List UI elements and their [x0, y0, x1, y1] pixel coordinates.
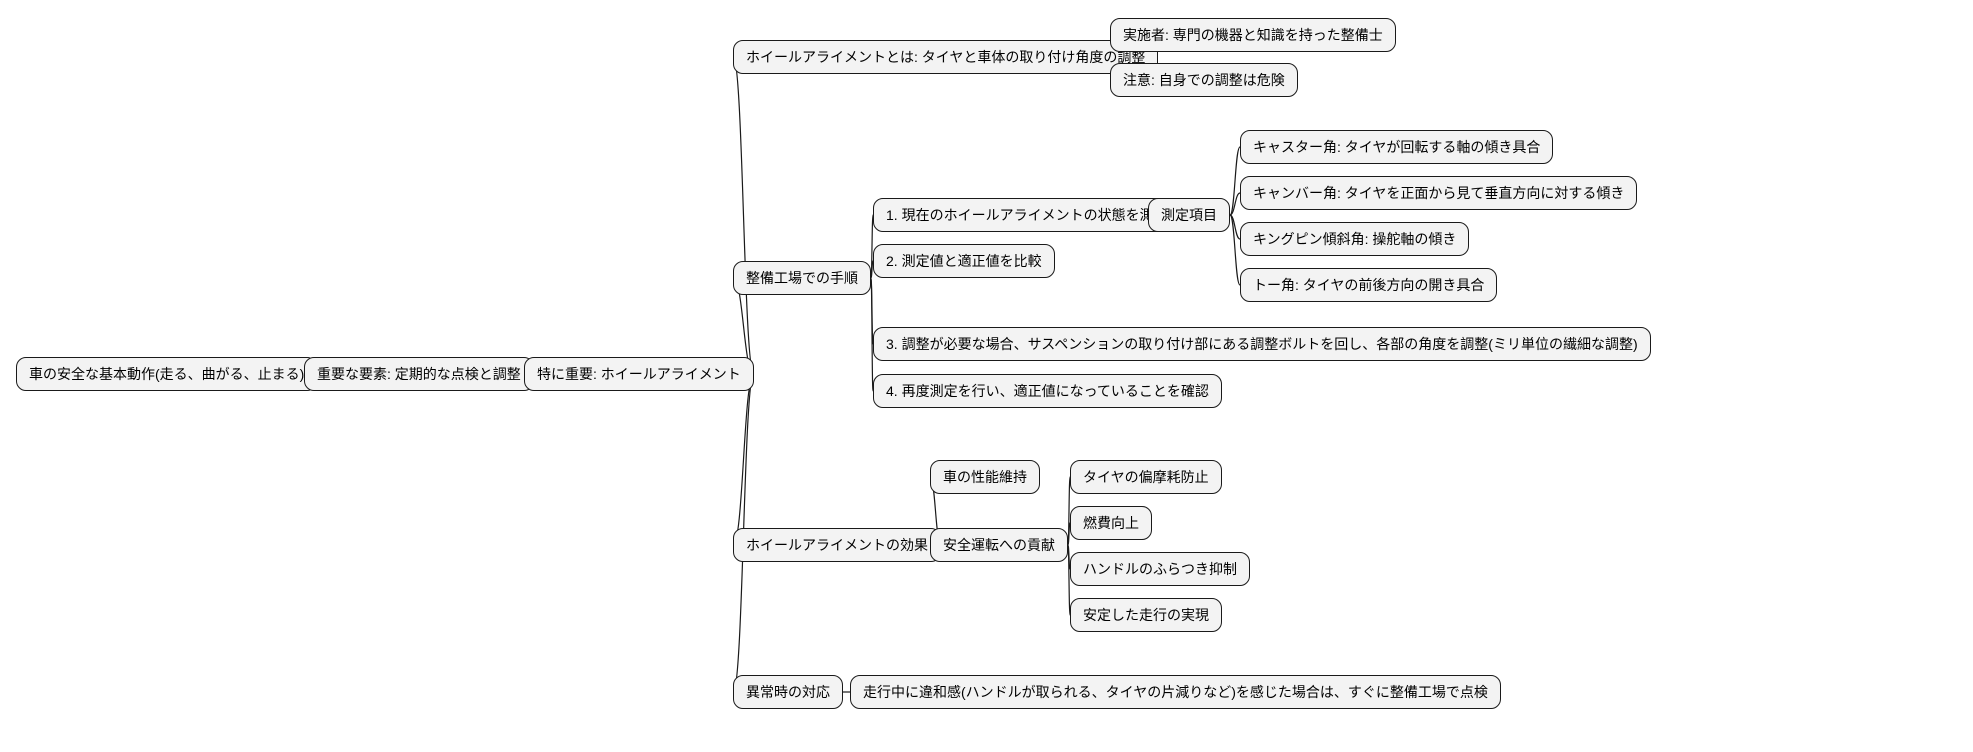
mindmap-node: 車の安全な基本動作(走る、曲がる、止まる) [16, 357, 317, 391]
mindmap-edge [1230, 147, 1240, 215]
mindmap-node: 1. 現在のホイールアライメントの状態を測定 [873, 198, 1181, 232]
mindmap-node: 実施者: 専門の機器と知識を持った整備士 [1110, 18, 1396, 52]
mindmap-edge [1230, 193, 1240, 215]
mindmap-node: キングピン傾斜角: 操舵軸の傾き [1240, 222, 1469, 256]
mindmap-node: 注意: 自身での調整は危険 [1110, 63, 1298, 97]
mindmap-node: タイヤの偏摩耗防止 [1070, 460, 1222, 494]
mindmap-edge [1230, 215, 1240, 239]
mindmap-node: 異常時の対応 [733, 675, 843, 709]
mindmap-node: 整備工場での手順 [733, 261, 871, 295]
mindmap-node: ホイールアライメントの効果 [733, 528, 941, 562]
mindmap-node: 2. 測定値と適正値を比較 [873, 244, 1055, 278]
mindmap-node: 走行中に違和感(ハンドルが取られる、タイヤの片減りなど)を感じた場合は、すぐに整… [850, 675, 1501, 709]
mindmap-edge [733, 374, 754, 545]
mindmap-node: 特に重要: ホイールアライメント [524, 357, 754, 391]
mindmap-node: ハンドルのふらつき抑制 [1070, 552, 1250, 586]
mindmap-node: 安全運転への貢献 [930, 528, 1068, 562]
mindmap-node: ホイールアライメントとは: タイヤと車体の取り付け角度の調整 [733, 40, 1158, 74]
mindmap-node: キャスター角: タイヤが回転する軸の傾き具合 [1240, 130, 1553, 164]
mindmap-node: 重要な要素: 定期的な点検と調整 [304, 357, 534, 391]
mindmap-node: トー角: タイヤの前後方向の開き具合 [1240, 268, 1497, 302]
mindmap-node: 3. 調整が必要な場合、サスペンションの取り付け部にある調整ボルトを回し、各部の… [873, 327, 1651, 361]
mindmap-node: 燃費向上 [1070, 506, 1152, 540]
mindmap-node: 車の性能維持 [930, 460, 1040, 494]
mindmap-node: 4. 再度測定を行い、適正値になっていることを確認 [873, 374, 1222, 408]
mindmap-node: 測定項目 [1148, 198, 1230, 232]
mindmap-node: 安定した走行の実現 [1070, 598, 1222, 632]
mindmap-node: キャンバー角: タイヤを正面から見て垂直方向に対する傾き [1240, 176, 1637, 210]
mindmap-edge [1230, 215, 1240, 285]
mindmap-edge [733, 57, 754, 374]
